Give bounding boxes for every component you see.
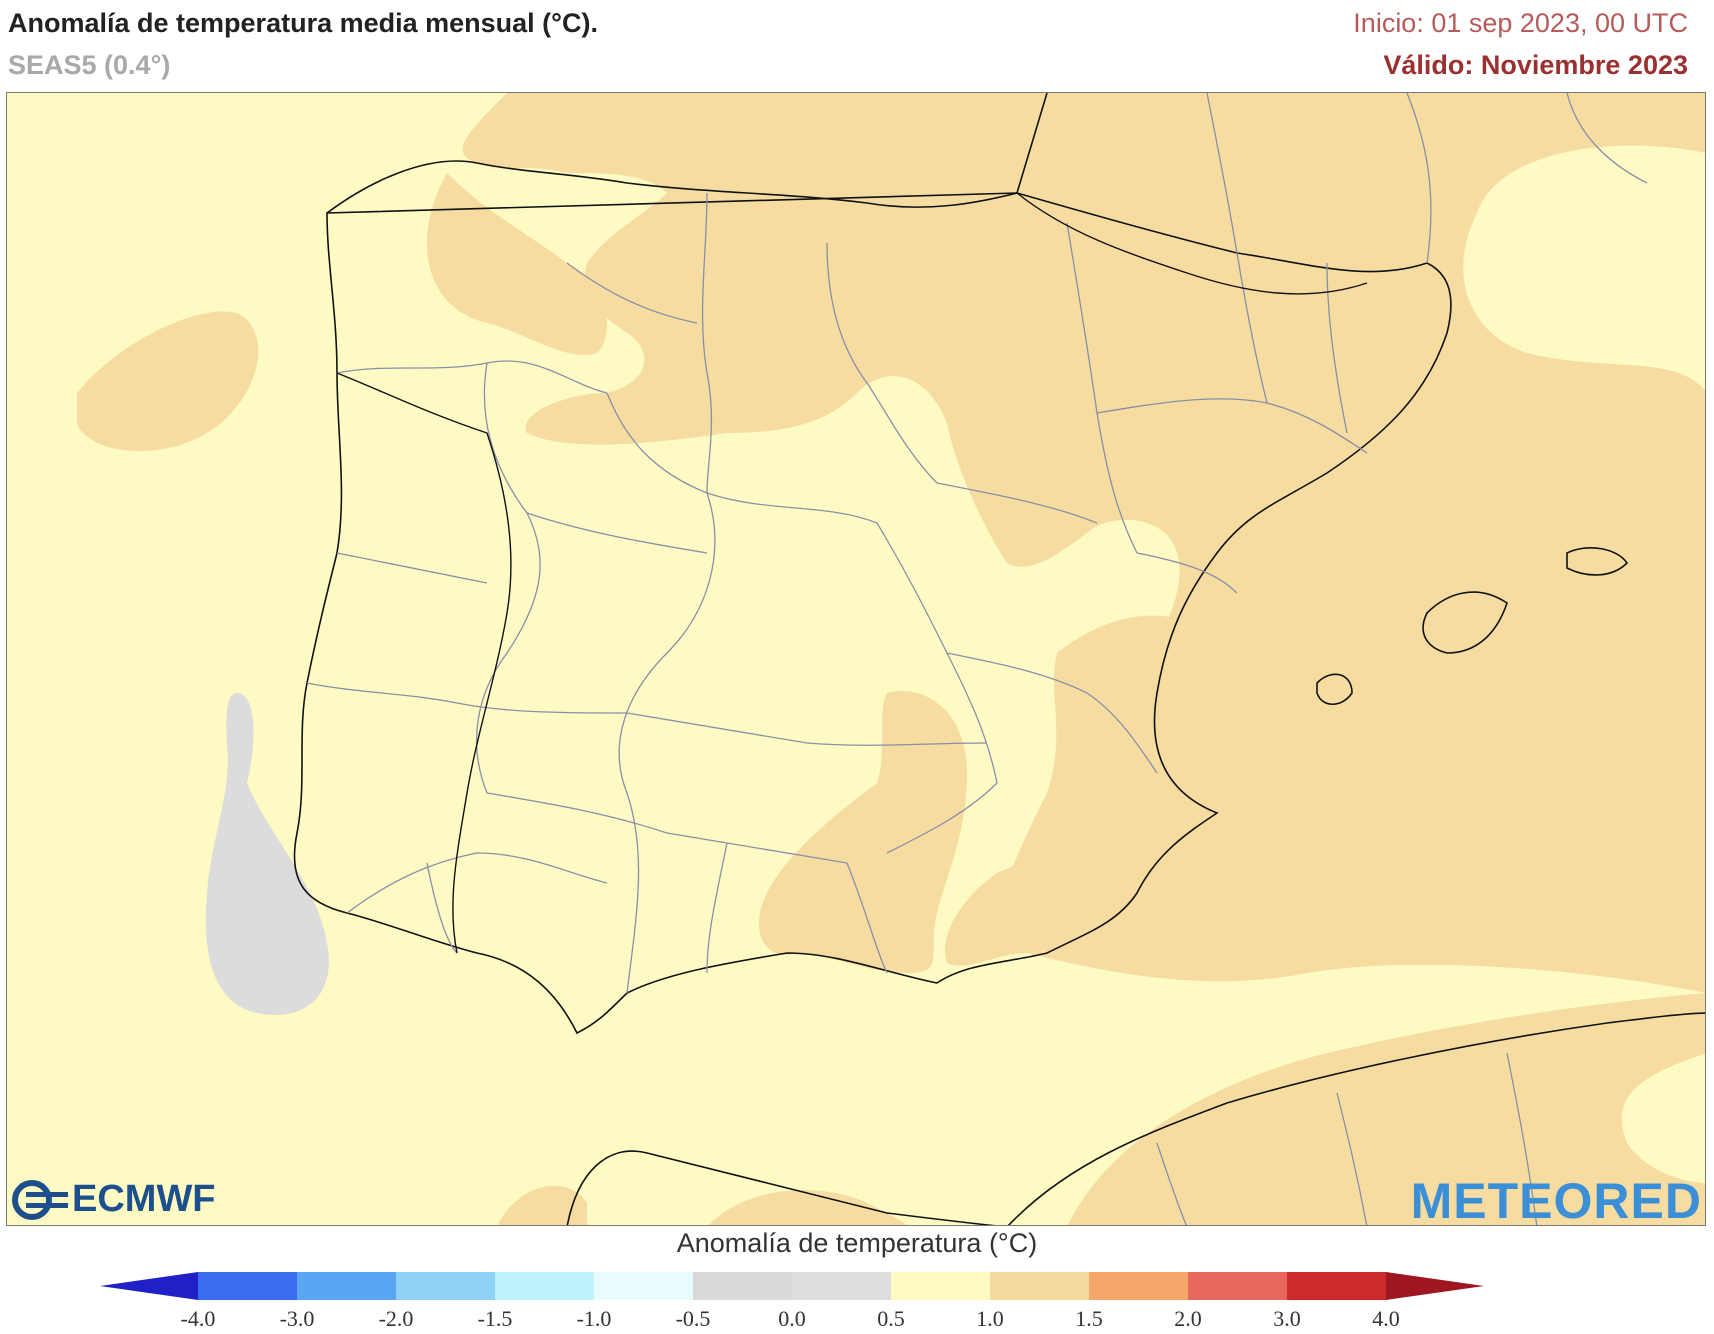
pyrenees-border <box>1016 192 1368 295</box>
map-title: Anomalía de temperatura media mensual (°… <box>8 8 598 38</box>
colorbar-segment <box>693 1272 792 1300</box>
colorbar-segment <box>396 1272 495 1300</box>
valid-date: Válido: Noviembre 2023 <box>1383 50 1688 80</box>
national-border <box>336 372 512 954</box>
colorbar-tick-label: 4.0 <box>1372 1306 1400 1331</box>
init-date: Inicio: 01 sep 2023, 00 UTC <box>1353 8 1688 38</box>
colorbar-tick-label: -0.5 <box>676 1306 711 1331</box>
colorbar: -4.0 -3.0 -2.0 -1.5 -1.0 -0.5 0.0 0.5 1.0 1.5 2.0 3… <box>100 1272 1484 1331</box>
colorbar-segment <box>594 1272 693 1300</box>
colorbar-tick-label: -1.0 <box>577 1306 612 1331</box>
colorbar-segment <box>198 1272 297 1300</box>
anomaly-map <box>6 92 1706 1226</box>
colorbar-extend-high <box>1386 1272 1484 1300</box>
ecmwf-icon <box>12 1179 68 1220</box>
coastline <box>293 93 1705 1225</box>
model-label: SEAS5 (0.4°) <box>8 50 171 80</box>
colorbar-segment <box>792 1272 891 1300</box>
colorbar-segment <box>1287 1272 1386 1300</box>
colorbar-tick-label: 0.0 <box>778 1306 806 1331</box>
colorbar-tick-label: 1.5 <box>1075 1306 1103 1331</box>
colorbar-segment <box>1089 1272 1188 1300</box>
colorbar-tick-label: -4.0 <box>181 1306 216 1331</box>
anomaly-zone-low <box>205 693 329 1015</box>
colorbar-segment <box>990 1272 1089 1300</box>
colorbar-tick-label: 1.0 <box>976 1306 1004 1331</box>
ecmwf-logo: ECMWF <box>12 1178 216 1221</box>
legend-title: Anomalía de temperatura (°C) <box>676 1228 1038 1258</box>
colorbar-tick-label: -2.0 <box>379 1306 414 1331</box>
colorbar-tick-label: -1.5 <box>478 1306 513 1331</box>
map-canvas <box>7 93 1705 1225</box>
colorbar-tick-label: 3.0 <box>1273 1306 1301 1331</box>
colorbar-extend-low <box>100 1272 198 1300</box>
colorbar-segment <box>297 1272 396 1300</box>
meteored-logo: METEORED <box>1410 1173 1702 1229</box>
colorbar-segment <box>1188 1272 1287 1300</box>
colorbar-tick-label: 2.0 <box>1174 1306 1202 1331</box>
colorbar-segment <box>495 1272 594 1300</box>
colorbar-segment <box>891 1272 990 1300</box>
ecmwf-text: ECMWF <box>72 1178 216 1220</box>
colorbar-tick-label: 0.5 <box>877 1306 905 1331</box>
colorbar-tick-label: -3.0 <box>280 1306 315 1331</box>
province-borders <box>306 93 1648 1225</box>
